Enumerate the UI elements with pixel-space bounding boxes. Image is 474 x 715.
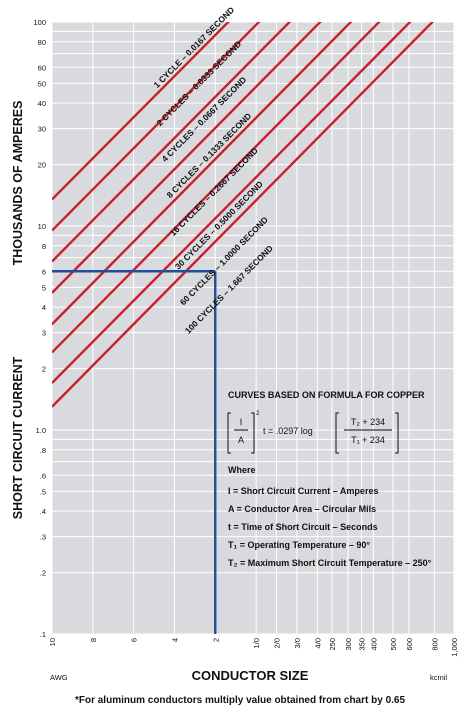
series-line (52, 22, 230, 201)
series-lines (52, 22, 435, 408)
x-axis-title: CONDUCTOR SIZE (192, 668, 309, 683)
y-tick-label: 40 (38, 99, 46, 108)
y-tick-label: .3 (40, 533, 46, 542)
grid (51, 21, 455, 635)
x-unit-kcmil: kcmil (430, 673, 447, 682)
left-bracket-2 (335, 412, 339, 454)
y-tick-label: .2 (40, 569, 46, 578)
x-unit-awg: AWG (50, 673, 68, 682)
fraction-numerator-i: I (240, 417, 243, 427)
x-tick-label: 10 (48, 638, 57, 646)
x-tick-label: 6 (130, 638, 139, 642)
x-tick-label: 4/0 (313, 638, 322, 648)
x-tick-label: 2/0 (273, 638, 282, 648)
y-tick-label: 30 (38, 125, 46, 134)
formula-heading: CURVES BASED ON FORMULA FOR COPPER (228, 390, 425, 400)
y-tick-label: 5 (42, 283, 46, 292)
x-tick-label: 1/0 (252, 638, 261, 648)
y-tick-label: 60 (38, 63, 46, 72)
series-line (52, 22, 261, 232)
formula-annotation: CURVES BASED ON FORMULA FOR COPPER I A 2… (227, 390, 432, 568)
x-tick-labels: 10 8 6 4 2 1/0 2/0 3/0 4/0 250 300 350 400 500 600 800 1… (48, 638, 459, 657)
y-tick-label: 10 (38, 222, 46, 231)
right-bracket-2 (395, 412, 399, 454)
y-tick-label: 8 (42, 242, 46, 251)
definition-current: I = Short Circuit Current – Amperes (228, 486, 378, 496)
fraction-numerator-t2: T₂ + 234 (351, 417, 385, 427)
y-tick-label: 50 (38, 79, 46, 88)
x-tick-label: 300 (344, 638, 353, 651)
fraction-denominator-t1: T₁ + 234 (351, 435, 385, 445)
x-tick-label: 1,000 (450, 638, 459, 657)
exponent: 2 (256, 411, 260, 417)
x-tick-label: 400 (369, 638, 378, 651)
series-line (52, 22, 292, 263)
x-tick-label: 500 (389, 638, 398, 651)
footnote: *For aluminum conductors multiply value … (75, 695, 405, 706)
y-tick-label: 2 (42, 365, 46, 374)
y-tick-label: .1 (40, 630, 46, 639)
x-tick-label: 3/0 (293, 638, 302, 648)
definition-area: A = Conductor Area – Circular Mils (228, 504, 376, 514)
x-tick-label: 250 (328, 638, 337, 651)
y-tick-label: 20 (38, 161, 46, 170)
series-line (52, 22, 435, 408)
definition-maximum-temperature: T₂ = Maximum Short Circuit Temperature –… (228, 558, 432, 568)
y-tick-label: 1.0 (36, 426, 46, 435)
plot-background (52, 22, 454, 634)
y-tick-label: 4 (42, 303, 46, 312)
y-axis-title-bottom: SHORT CIRCUIT CURRENT (11, 356, 25, 519)
example-lines (52, 270, 217, 634)
series-line (52, 22, 353, 326)
x-tick-label: 8 (89, 638, 98, 642)
x-tick-label: 800 (430, 638, 439, 651)
series-line (52, 22, 412, 384)
y-tick-label: .5 (40, 487, 46, 496)
y-tick-label: 100 (33, 18, 46, 27)
series-line (52, 22, 381, 354)
where-label: Where (228, 465, 256, 475)
formula-middle: t = .0297 log (263, 426, 313, 436)
y-tick-label: .4 (40, 507, 46, 516)
x-tick-label: 4 (170, 638, 179, 642)
x-tick-label: 600 (405, 638, 414, 651)
x-tick-label: 2 (211, 638, 220, 642)
series-line (52, 22, 322, 294)
definition-operating-temperature: T₁ = Operating Temperature – 90° (228, 540, 370, 550)
y-tick-labels: 100 80 60 50 40 30 20 10 8 6 5 4 3 2 1.0 .8 .6 .5 .4 .3 .2 .1 (33, 18, 46, 639)
fraction-denominator-a: A (238, 435, 244, 445)
x-tick-label: 350 (358, 638, 367, 651)
definition-time: t = Time of Short Circuit – Seconds (228, 522, 378, 532)
y-axis-title-top: THOUSANDS OF AMPERES (11, 101, 25, 266)
y-tick-label: .8 (40, 446, 46, 455)
y-tick-label: 3 (42, 329, 46, 338)
right-bracket-1 (251, 412, 255, 454)
left-bracket (227, 412, 231, 454)
y-tick-label: 6 (42, 267, 46, 276)
y-tick-label: 80 (38, 38, 46, 47)
y-tick-label: .6 (40, 471, 46, 480)
